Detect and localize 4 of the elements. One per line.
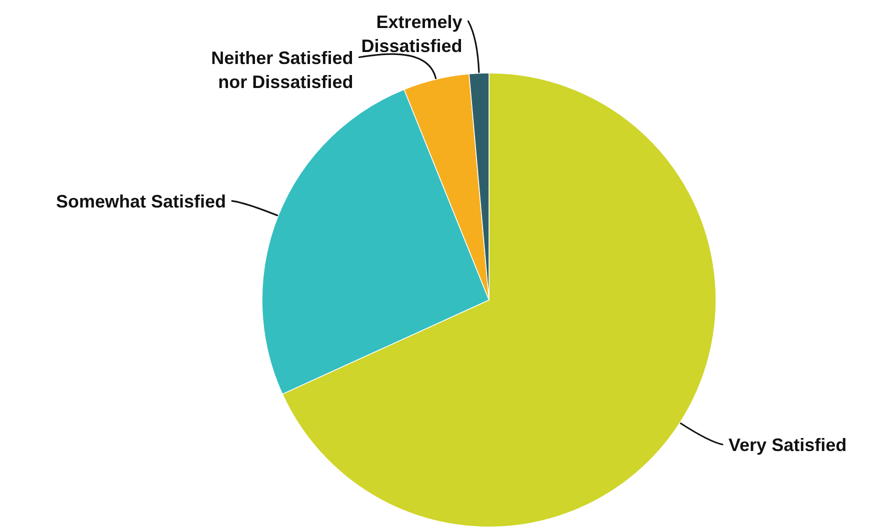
slice-label: Neither Satisfied nor Dissatisfied [211,48,354,92]
slice-label: Extremely Dissatisfied [361,12,462,56]
slice-label: Very Satisfied [728,434,847,455]
slice-label: Somewhat Satisfied [56,191,226,212]
